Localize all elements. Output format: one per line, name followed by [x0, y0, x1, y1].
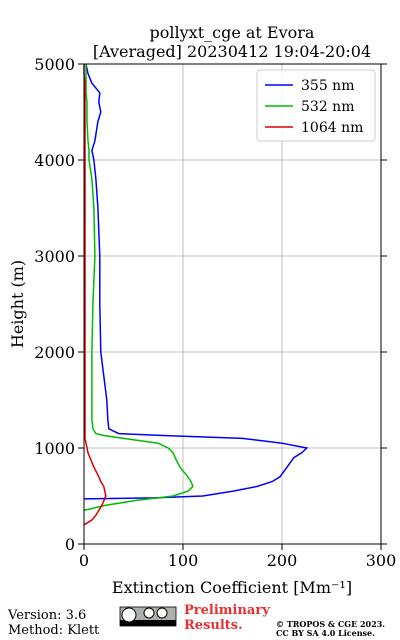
x-tick-label: 300: [366, 551, 397, 570]
cc-badge: [119, 606, 177, 627]
x-tick-label: 100: [168, 551, 199, 570]
license: CC BY SA 4.0 License.: [276, 628, 375, 638]
legend-label: 1064 nm: [301, 120, 363, 136]
chart-subtitle: [Averaged] 20230412 19:04-20:04: [93, 42, 371, 61]
legend-box: [256, 69, 376, 142]
y-tick-label: 4000: [34, 151, 75, 170]
copyright: © TROPOS & CGE 2023.: [276, 619, 385, 629]
series-line: [83, 63, 309, 500]
chart-title: pollyxt_cge at Evora: [150, 23, 315, 42]
y-tick-label: 5000: [34, 55, 75, 74]
method: Method: Klett: [8, 623, 100, 638]
x-tick-label: 200: [267, 551, 298, 570]
y-tick-label: 1000: [34, 439, 75, 458]
x-tick-label: 0: [79, 551, 89, 570]
x-axis-label: Extinction Coefficient [Mm⁻¹]: [112, 578, 352, 597]
plot-frame: [83, 63, 382, 545]
y-tick-label: 3000: [34, 247, 75, 266]
series-line: [83, 64, 194, 512]
version: Version: 3.6: [7, 608, 86, 623]
preliminary: Preliminary: [184, 603, 270, 618]
legend-label: 532 nm: [301, 99, 354, 115]
y-tick-label: 0: [65, 535, 75, 554]
y-axis-label: Height (m): [8, 260, 27, 348]
y-tick-label: 2000: [34, 343, 75, 362]
series-line: [83, 64, 107, 526]
preliminary: Results.: [184, 618, 243, 633]
legend-label: 355 nm: [301, 78, 354, 94]
